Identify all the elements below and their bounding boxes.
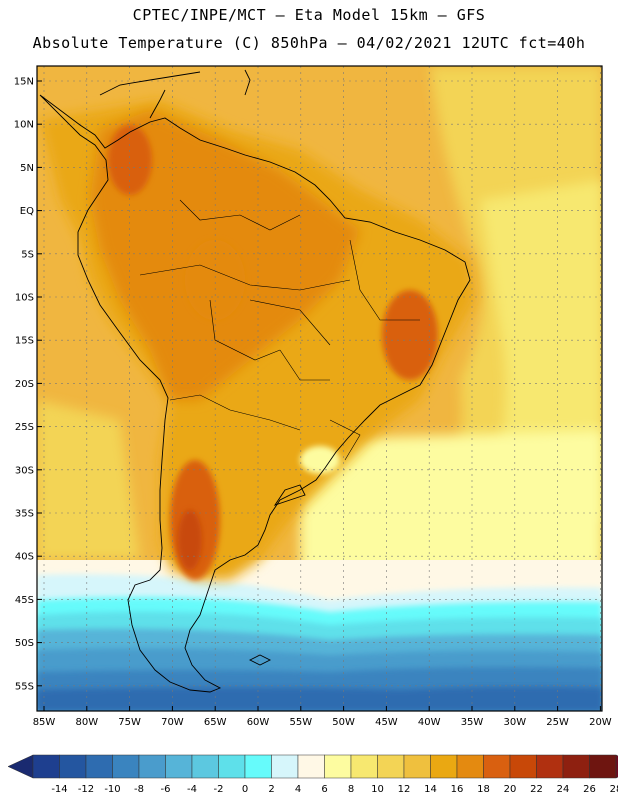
colorbar-label: 10 — [371, 784, 384, 795]
colorbar-label: 28 — [610, 784, 618, 795]
colorbar-swatch — [536, 754, 564, 779]
lat-tick-label: 5S — [21, 249, 34, 260]
colorbar-label: -8 — [134, 784, 144, 795]
lon-tick-label: 25W — [546, 717, 569, 728]
colorbar: -14 -12 -10 -8 -6 -4 -2 0 2 4 6 8 10 12 14 16 18 20 22 24 26… — [7, 754, 618, 795]
colorbar-label: -14 — [51, 784, 67, 795]
country-borders — [139, 199, 420, 461]
colorbar-label: -12 — [78, 784, 94, 795]
colorbar-label: 26 — [583, 784, 596, 795]
colorbar-label: 12 — [398, 784, 411, 795]
lat-tick-label: 5N — [20, 163, 34, 174]
lon-tick-label: 70W — [161, 717, 184, 728]
title-line-2: Absolute Temperature (C) 850hPa – 04/02/… — [32, 34, 586, 52]
colorbar-label: -10 — [104, 784, 120, 795]
title-line-1: CPTEC/INPE/MCT – Eta Model 15km – GFS — [132, 6, 486, 24]
lat-tick-label: 45S — [15, 595, 34, 606]
lat-tick-label: 15N — [14, 77, 34, 88]
colorbar-swatch — [218, 754, 246, 779]
lon-tick-label: 75W — [118, 717, 141, 728]
temperature-field — [37, 66, 602, 711]
coastline-outline — [39, 69, 471, 693]
lon-tick-label: 20W — [589, 717, 612, 728]
colorbar-swatch — [191, 754, 219, 779]
lat-tick-label: 15S — [15, 336, 34, 347]
lon-tick-label: 50W — [332, 717, 355, 728]
colorbar-swatch — [350, 754, 378, 779]
colorbar-swatch — [509, 754, 537, 779]
lat-tick-label: 10N — [14, 120, 34, 131]
colorbar-label: 8 — [348, 784, 354, 795]
colorbar-label: 4 — [295, 784, 301, 795]
colorbar-label: -6 — [161, 784, 171, 795]
colorbar-swatch — [562, 754, 590, 779]
colorbar-swatch — [456, 754, 484, 779]
lat-tick-label: 40S — [15, 552, 34, 563]
lat-tick-label: 20S — [15, 379, 34, 390]
lat-lon-gridlines — [37, 66, 602, 711]
colorbar-swatch — [589, 754, 617, 779]
colorbar-label: -2 — [214, 784, 224, 795]
colorbar-swatch — [483, 754, 511, 779]
lon-tick-label: 45W — [375, 717, 398, 728]
lon-tick-label: 35W — [461, 717, 484, 728]
colorbar-swatch — [59, 754, 87, 779]
latitude-labels: 15N 10N 5N EQ 5S 10S 15S 20S 25S 30S 35S 40S 45S 50S 5… — [14, 77, 42, 692]
lon-tick-label: 30W — [503, 717, 526, 728]
colorbar-label: 18 — [477, 784, 490, 795]
colorbar-swatch — [271, 754, 299, 779]
colorbar-swatch — [32, 754, 60, 779]
longitude-labels: 85W 80W 75W 70W 65W 60W 55W 50W 45W 40W 35W 30W 25W 2… — [33, 706, 612, 728]
colorbar-label: 14 — [424, 784, 437, 795]
colorbar-label: -4 — [187, 784, 197, 795]
lon-tick-label: 65W — [204, 717, 227, 728]
lat-tick-label: 50S — [15, 638, 34, 649]
lat-tick-label: 55S — [15, 681, 34, 692]
lat-tick-label: 25S — [15, 422, 34, 433]
colorbar-label: 2 — [268, 784, 274, 795]
map-frame — [36, 65, 603, 712]
colorbar-swatch — [430, 754, 458, 779]
lon-tick-label: 40W — [418, 717, 441, 728]
lon-tick-label: 55W — [289, 717, 312, 728]
colorbar-label: 22 — [530, 784, 543, 795]
colorbar-label: 24 — [557, 784, 570, 795]
colorbar-swatch — [377, 754, 405, 779]
colorbar-swatch — [297, 754, 325, 779]
lat-tick-label: 10S — [15, 293, 34, 304]
lon-tick-label: 85W — [33, 717, 56, 728]
lat-tick-label: EQ — [20, 206, 34, 217]
lon-tick-label: 80W — [75, 717, 98, 728]
colorbar-swatch — [85, 754, 113, 779]
colorbar-swatch — [165, 754, 193, 779]
colorbar-swatch — [403, 754, 431, 779]
colorbar-label: 6 — [321, 784, 327, 795]
colorbar-low-arrow — [7, 754, 34, 779]
colorbar-label: 0 — [242, 784, 248, 795]
colorbar-swatch — [112, 754, 140, 779]
colorbar-swatch — [244, 754, 272, 779]
colorbar-swatch — [324, 754, 352, 779]
lat-tick-label: 35S — [15, 509, 34, 520]
lon-tick-label: 60W — [247, 717, 270, 728]
colorbar-label: 20 — [504, 784, 517, 795]
colorbar-swatch — [138, 754, 166, 779]
colorbar-label: 16 — [451, 784, 464, 795]
lat-tick-label: 30S — [15, 465, 34, 476]
